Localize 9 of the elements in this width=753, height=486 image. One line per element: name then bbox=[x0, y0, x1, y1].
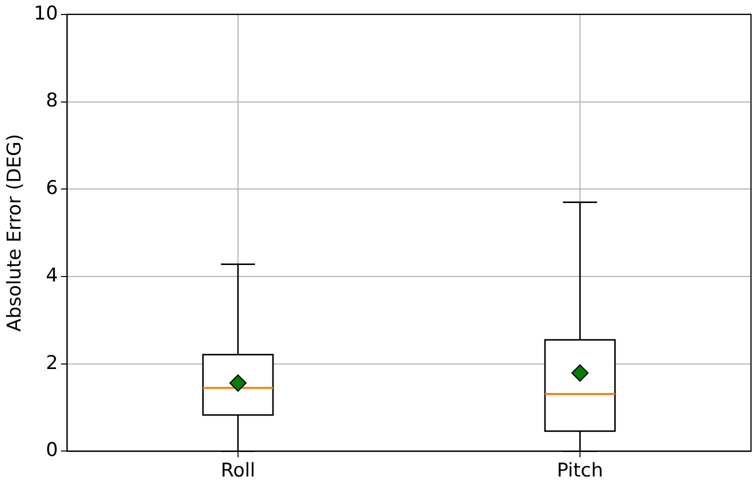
y-tick-label: 8 bbox=[46, 90, 58, 112]
y-tick-label: 6 bbox=[46, 177, 58, 200]
y-tick-label: 4 bbox=[46, 264, 58, 286]
x-tick-label: Roll bbox=[220, 460, 256, 482]
y-tick-label: 10 bbox=[34, 2, 58, 24]
y-axis-title: Absolute Error (DEG) bbox=[3, 134, 26, 332]
y-tick-label: 2 bbox=[46, 352, 58, 374]
y-tick-label: 0 bbox=[46, 439, 58, 462]
x-tick-label: Pitch bbox=[556, 460, 604, 482]
